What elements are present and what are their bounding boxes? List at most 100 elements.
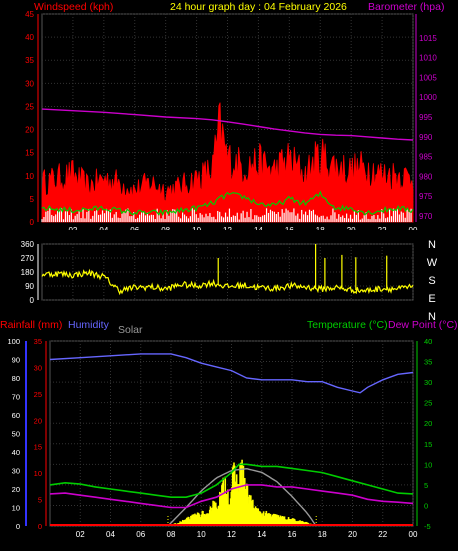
weather-series-layer <box>49 353 414 527</box>
x-tick-label: 04 <box>99 226 108 230</box>
y-tick-label: 360 <box>21 240 35 249</box>
x-tick-label: 10 <box>197 530 206 539</box>
dewpoint-label: Dew Point (°C) <box>388 319 458 331</box>
weather-axes: 0 10 20 30 40 5 06 0 70 80 90 10 00 5 10 15 20 25 30 35 -5 0 5… <box>7 337 432 539</box>
y-left-tick-label: 25 <box>25 102 34 111</box>
y-left-tick-label: 15 <box>25 149 34 158</box>
x-tick-label: 00 <box>409 530 418 539</box>
y-left-tick-label: 0 <box>30 218 35 227</box>
y-tick-label: 270 <box>21 254 35 263</box>
rain-tick-label: 20 <box>34 416 42 425</box>
humidity-label: Humidity <box>68 319 109 331</box>
y-tick-label: 0 <box>30 296 35 305</box>
x-tick-label: 12 <box>227 530 236 539</box>
x-tick-label: 22 <box>378 226 387 230</box>
solar-label: Solar <box>118 324 143 336</box>
x-tick-label: 02 <box>76 530 85 539</box>
temp-tick-label: -5 <box>424 522 431 531</box>
humidity-tick-label: 40 <box>12 448 20 457</box>
x-tick-label: 16 <box>285 226 294 230</box>
x-tick-label: 14 <box>254 226 263 230</box>
temp-tick-label: 10 <box>424 460 432 469</box>
y-right-tick-label: 975 <box>419 192 433 201</box>
barometer-line <box>41 108 414 141</box>
bottom-chart-header: Rainfall (mm) Humidity Solar Temperature… <box>0 318 458 336</box>
wind-axes: 0510152025303540459709759809859909951000… <box>25 10 437 230</box>
y-left-tick-label: 30 <box>25 79 34 88</box>
y-left-tick-label: 45 <box>25 10 34 19</box>
compass-label: N <box>428 311 436 323</box>
rain-tick-label: 5 <box>38 496 42 505</box>
compass-label: E <box>428 293 435 305</box>
x-tick-label: 22 <box>378 530 387 539</box>
y-left-tick-label: 20 <box>25 126 34 135</box>
humidity-tick-label: 20 <box>12 485 20 494</box>
x-tick-label: 18 <box>318 530 327 539</box>
x-tick-label: 00 <box>409 226 418 230</box>
y-tick-label: 90 <box>25 282 34 291</box>
rain-tick-label: 15 <box>34 443 42 452</box>
temp-tick-label: 5 <box>424 481 428 490</box>
humidity-tick-label: 90 <box>12 356 20 365</box>
direction-gridlines <box>41 243 414 301</box>
y-right-tick-label: 995 <box>419 113 433 122</box>
x-tick-label: 06 <box>136 530 145 539</box>
y-right-tick-label: 980 <box>419 172 433 181</box>
temp-tick-label: 40 <box>424 337 432 346</box>
y-left-tick-label: 10 <box>25 172 34 181</box>
solar-envelope-line <box>167 467 317 527</box>
x-tick-label: 08 <box>167 530 176 539</box>
humidity-tick-label: 100 <box>7 337 20 346</box>
y-right-tick-label: 1010 <box>419 54 437 63</box>
y-left-tick-label: 40 <box>25 33 34 42</box>
x-tick-label: 02 <box>68 226 77 230</box>
x-tick-label: 18 <box>316 226 325 230</box>
temp-tick-label: 0 <box>424 501 428 510</box>
rain-tick-label: 10 <box>34 469 42 478</box>
x-tick-label: 08 <box>161 226 170 230</box>
x-tick-label: 20 <box>347 226 356 230</box>
humidity-tick-label: 80 <box>12 374 20 383</box>
x-tick-label: 12 <box>223 226 232 230</box>
wind-series-layer <box>41 102 414 223</box>
rainfall-label: Rainfall (mm) <box>0 319 63 331</box>
y-right-tick-label: 990 <box>419 133 433 142</box>
y-right-tick-label: 970 <box>419 212 433 221</box>
x-tick-label: 16 <box>288 530 297 539</box>
humidity-tick-label: 30 <box>12 467 20 476</box>
temperature-line <box>49 463 414 498</box>
y-right-tick-label: 1000 <box>419 93 437 102</box>
rain-tick-label: 35 <box>34 337 42 346</box>
x-tick-label: 10 <box>192 226 201 230</box>
temperature-humidity-chart: 0 10 20 30 40 5 06 0 70 80 90 10 00 5 10 15 20 25 30 35 -5 0 5… <box>7 337 432 539</box>
x-tick-label: 04 <box>106 530 115 539</box>
compass-label: S <box>428 275 435 287</box>
y-left-tick-label: 35 <box>25 56 34 65</box>
y-left-tick-label: 5 <box>30 195 35 204</box>
temp-tick-label: 25 <box>424 399 432 408</box>
rain-tick-label: 30 <box>34 363 42 372</box>
y-tick-label: 180 <box>21 268 35 277</box>
x-tick-label: 20 <box>348 530 357 539</box>
humidity-line <box>49 353 414 394</box>
humidity-tick-label: 50 <box>12 430 20 439</box>
rain-tick-label: 25 <box>34 390 42 399</box>
x-tick-label: 06 <box>130 226 139 230</box>
humidity-tick-label: 0 <box>16 522 20 531</box>
compass-label: W <box>427 257 438 269</box>
temperature-label: Temperature (°C) <box>307 319 388 331</box>
y-right-tick-label: 985 <box>419 153 433 162</box>
humidity-tick-label: 10 <box>12 504 20 513</box>
x-tick-label: 14 <box>257 530 266 539</box>
direction-series-layer <box>41 244 414 296</box>
chart-title: 24 hour graph day : 04 February 2026 <box>170 1 347 13</box>
temp-tick-label: 15 <box>424 440 432 449</box>
rain-tick-label: 0 <box>38 522 42 531</box>
humidity-tick-label: 70 <box>12 393 20 402</box>
wind-barometer-chart: Windspeed (kph) 24 hour graph day : 04 F… <box>25 1 444 230</box>
temp-tick-label: 30 <box>424 378 432 387</box>
y-right-tick-label: 1005 <box>419 73 437 82</box>
